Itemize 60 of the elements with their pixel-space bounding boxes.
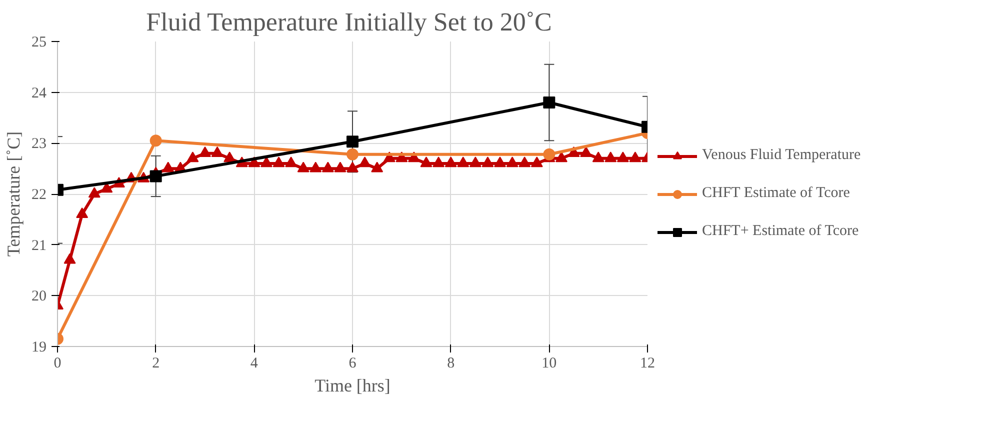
x-tick-label: 6 xyxy=(348,356,357,372)
point xyxy=(272,156,285,168)
x-tick-label: 2 xyxy=(152,356,160,372)
point xyxy=(444,156,457,168)
point xyxy=(186,152,199,162)
y-tick-label: 19 xyxy=(32,340,46,356)
point xyxy=(629,152,642,162)
point xyxy=(334,162,346,172)
x-tick-label: 12 xyxy=(640,356,655,372)
point xyxy=(457,156,470,168)
point xyxy=(211,146,224,158)
y-tick-label: 25 xyxy=(32,34,46,50)
legend-label: CHFT+ Estimate of Tcore xyxy=(702,223,859,240)
point xyxy=(150,134,162,147)
point xyxy=(346,148,358,160)
point xyxy=(506,156,518,168)
point xyxy=(285,156,298,168)
point xyxy=(604,152,617,162)
point xyxy=(260,156,272,168)
point xyxy=(469,156,482,168)
point xyxy=(494,156,506,168)
point xyxy=(580,146,592,158)
x-tick-label: 8 xyxy=(447,356,455,372)
point xyxy=(432,156,445,168)
x-tick-label: 0 xyxy=(54,356,62,372)
legend-label: CHFT Estimate of Tcore xyxy=(702,185,850,202)
y-tick-label: 23 xyxy=(32,136,46,152)
chart-title: Fluid Temperature Initially Set to 20˚C xyxy=(146,8,552,36)
point xyxy=(199,146,211,158)
x-tick-label: 4 xyxy=(250,356,258,372)
point xyxy=(346,136,358,148)
point xyxy=(592,152,604,162)
x-axis-title: Time [hrs] xyxy=(314,376,390,396)
point xyxy=(543,148,556,160)
point xyxy=(64,253,76,264)
y-tick-label: 22 xyxy=(32,187,46,203)
point xyxy=(543,96,556,108)
legend-label: Venous Fluid Temperature xyxy=(702,147,861,164)
y-axis-title: Temperature [˚C] xyxy=(4,131,24,257)
point xyxy=(346,162,358,172)
point xyxy=(88,187,100,198)
point xyxy=(76,207,88,218)
y-tick-label: 20 xyxy=(32,288,46,305)
point xyxy=(224,152,236,162)
point xyxy=(371,162,384,172)
point xyxy=(616,152,629,162)
point xyxy=(530,156,543,168)
x-tick-label: 10 xyxy=(542,356,557,372)
point xyxy=(297,162,310,172)
point xyxy=(310,162,322,172)
point xyxy=(150,170,162,182)
point xyxy=(482,156,494,168)
point xyxy=(420,156,432,168)
point xyxy=(322,162,334,172)
point xyxy=(518,156,531,168)
point xyxy=(162,162,174,172)
point xyxy=(358,156,371,168)
point xyxy=(555,152,568,162)
y-tick-label: 24 xyxy=(32,85,47,102)
y-tick-label: 21 xyxy=(32,238,46,254)
